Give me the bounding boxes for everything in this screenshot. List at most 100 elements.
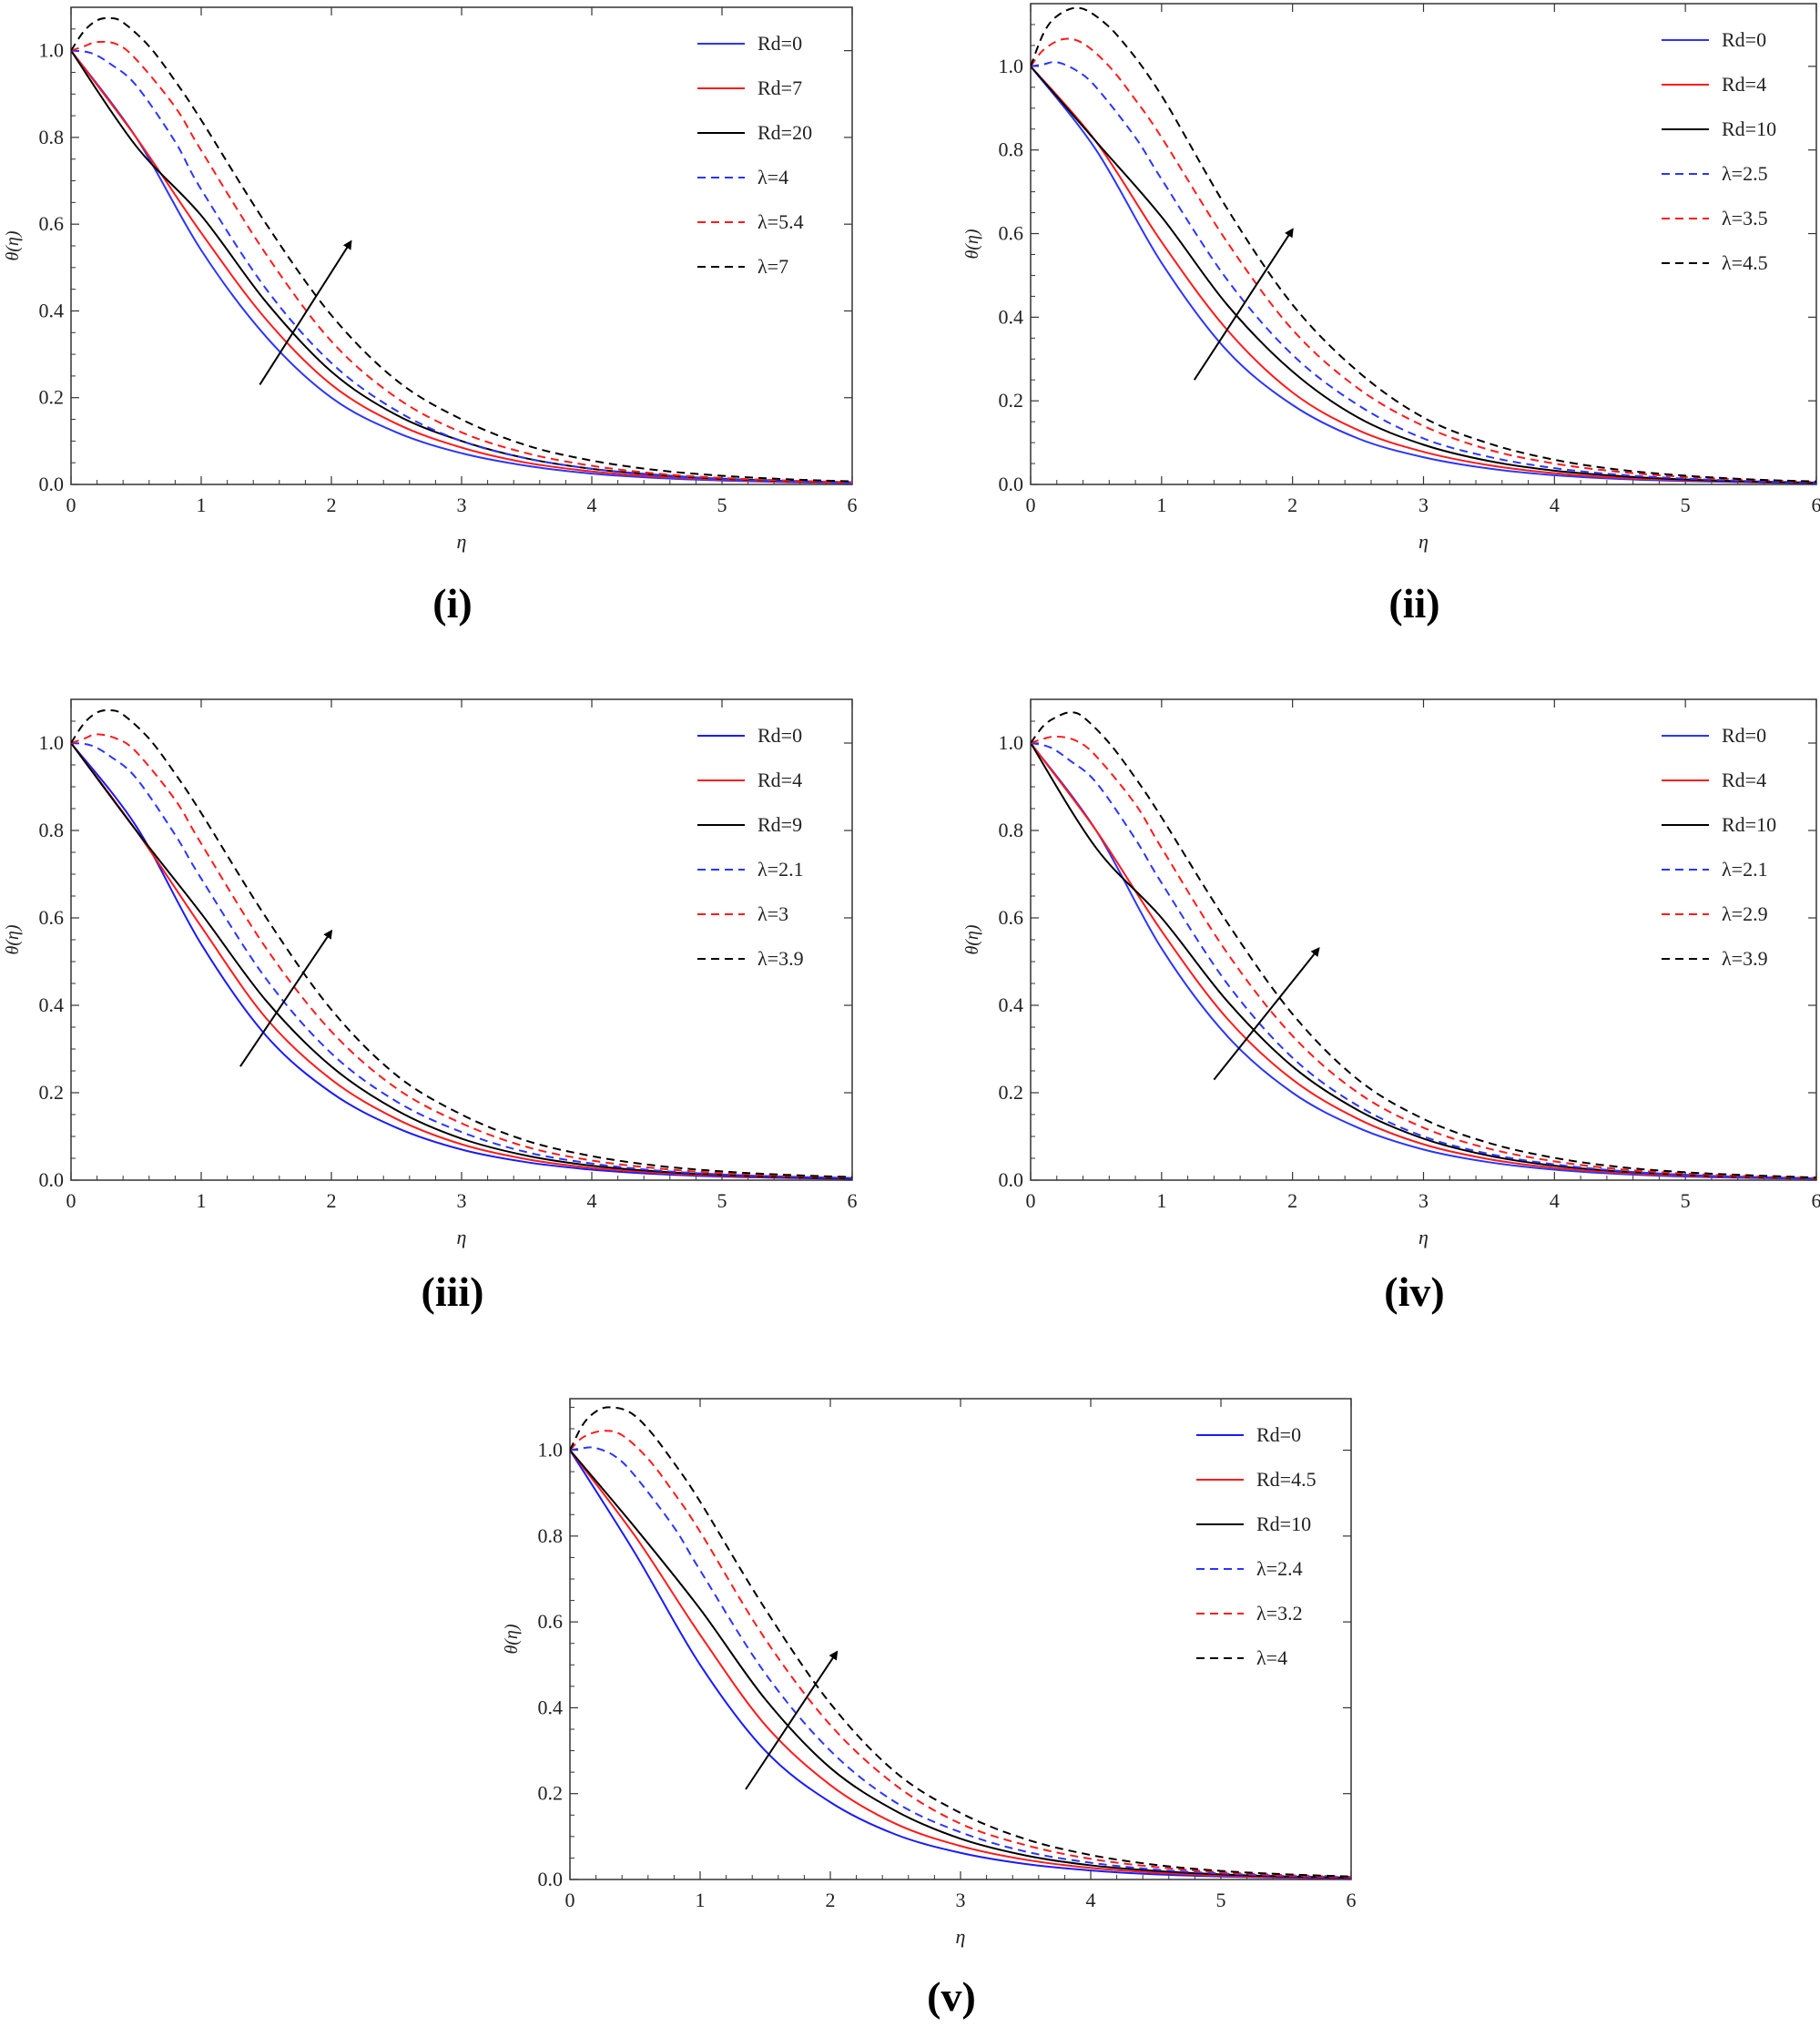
x-tick-label: 3 xyxy=(1418,494,1429,516)
x-tick-label: 3 xyxy=(1418,1189,1429,1212)
legend-label: λ=3.5 xyxy=(1722,207,1768,229)
x-tick-label: 2 xyxy=(826,1889,836,1911)
x-tick-label: 4 xyxy=(587,494,597,516)
x-tick-label: 5 xyxy=(717,494,727,516)
x-tick-label: 2 xyxy=(327,1189,337,1212)
trend-arrow xyxy=(1213,947,1320,1081)
y-tick-label: 0.8 xyxy=(39,126,65,148)
legend-label: Rd=10 xyxy=(1722,813,1776,836)
series-line-2 xyxy=(71,742,852,1180)
x-tick-label: 6 xyxy=(1812,494,1820,516)
series-line-6 xyxy=(1031,6,1816,483)
x-tick-label: 2 xyxy=(327,494,337,516)
legend-label: Rd=20 xyxy=(757,121,812,144)
y-tick-label: 0.8 xyxy=(538,1524,564,1547)
series-line-4 xyxy=(71,742,852,1179)
legend-label: Rd=10 xyxy=(1722,117,1776,140)
legend-label: λ=3.9 xyxy=(757,947,804,970)
legend-label: Rd=0 xyxy=(1722,28,1766,51)
plot-frame xyxy=(70,6,853,485)
y-tick-label: 0.0 xyxy=(39,473,65,495)
x-tick-label: 2 xyxy=(1287,494,1297,516)
series-line-6 xyxy=(570,1406,1351,1878)
y-tick-label: 0.8 xyxy=(999,138,1024,161)
panel-caption: (iii) xyxy=(422,1268,484,1315)
y-tick-label: 0.0 xyxy=(538,1868,564,1890)
legend-label: λ=2.1 xyxy=(757,858,804,881)
y-tick-label: 0.0 xyxy=(999,1168,1024,1191)
legend-label: λ=3.2 xyxy=(1256,1602,1303,1625)
x-tick-label: 4 xyxy=(1550,494,1560,516)
series-line-4 xyxy=(71,49,852,484)
x-tick-label: 0 xyxy=(1026,494,1036,516)
x-tick-label: 0 xyxy=(1026,1189,1036,1212)
legend-label: Rd=9 xyxy=(757,813,802,836)
y-tick-label: 0.4 xyxy=(999,993,1024,1016)
y-tick-label: 0.2 xyxy=(39,386,65,409)
y-axis-label: θ(η) xyxy=(502,1624,522,1654)
trend-arrow xyxy=(745,1650,839,1790)
y-tick-label: 0.4 xyxy=(39,299,65,321)
y-tick-label: 0.2 xyxy=(999,389,1024,412)
legend-label: λ=3 xyxy=(757,902,788,925)
y-tick-label: 0.8 xyxy=(39,819,65,841)
y-tick-label: 0.6 xyxy=(39,906,65,929)
panel-caption: (ii) xyxy=(1388,580,1439,626)
legend-label: λ=2.1 xyxy=(1722,858,1768,881)
y-tick-label: 0.6 xyxy=(999,906,1024,929)
x-tick-label: 1 xyxy=(1156,494,1166,516)
y-tick-label: 0.2 xyxy=(999,1081,1024,1104)
y-tick-label: 1.0 xyxy=(39,39,65,62)
legend-label: λ=2.4 xyxy=(1256,1557,1303,1580)
y-tick-label: 0.8 xyxy=(999,819,1024,841)
x-tick-label: 4 xyxy=(1550,1189,1560,1212)
y-tick-label: 0.0 xyxy=(39,1168,65,1191)
x-tick-label: 3 xyxy=(457,494,467,516)
legend-label: λ=4 xyxy=(1256,1646,1287,1669)
x-tick-label: 4 xyxy=(587,1189,597,1212)
x-tick-label: 6 xyxy=(1812,1189,1820,1212)
x-axis-label: η xyxy=(457,530,467,553)
y-tick-label: 0.4 xyxy=(999,305,1024,328)
x-tick-label: 4 xyxy=(1086,1889,1096,1911)
series-line-1 xyxy=(570,1450,1351,1879)
plot-frame xyxy=(1030,698,1817,1181)
chart-panel-1: 0 1 2 3 4 5 6 0.0 0.2 0.4 0.6 0.8 1.0 η θ(η) Rd=0 Rd=7 Rd… xyxy=(3,6,858,626)
x-tick-label: 1 xyxy=(1156,1189,1166,1212)
trend-arrow xyxy=(1193,228,1294,381)
y-tick-label: 0.6 xyxy=(999,222,1024,245)
legend-label: λ=2.5 xyxy=(1722,162,1768,185)
trend-arrow xyxy=(239,929,333,1067)
series-line-6 xyxy=(71,708,852,1178)
series-line-5 xyxy=(570,1430,1351,1879)
y-axis-label: θ(η) xyxy=(3,230,23,260)
y-tick-label: 0.0 xyxy=(999,473,1024,495)
x-tick-label: 6 xyxy=(848,494,858,516)
x-tick-label: 1 xyxy=(197,1189,207,1212)
legend-label: Rd=0 xyxy=(1722,724,1766,747)
series-line-5 xyxy=(71,733,852,1179)
y-tick-label: 1.0 xyxy=(39,731,65,754)
trend-arrow xyxy=(259,239,352,385)
legend-label: λ=3.9 xyxy=(1722,947,1768,970)
x-axis-label: η xyxy=(1418,1226,1429,1248)
y-tick-label: 0.4 xyxy=(39,993,65,1016)
chart-panel-3: 0 1 2 3 4 5 6 0.0 0.2 0.4 0.6 0.8 1.0 η θ(η) Rd=0 Rd=4 Rd… xyxy=(3,698,858,1315)
x-tick-label: 0 xyxy=(66,1189,76,1212)
x-tick-label: 3 xyxy=(457,1189,467,1212)
legend-label: λ=7 xyxy=(757,255,788,278)
panel-caption: (v) xyxy=(927,1973,976,2020)
chart-panel-2: 0 1 2 3 4 5 6 0.0 0.2 0.4 0.6 0.8 1.0 η θ(η) Rd=0 Rd=4 Rd… xyxy=(962,3,1820,626)
x-tick-label: 5 xyxy=(717,1189,727,1212)
series-line-2 xyxy=(570,1449,1351,1879)
legend-label: Rd=0 xyxy=(757,32,802,55)
y-axis-label: θ(η) xyxy=(962,924,982,954)
legend-label: Rd=10 xyxy=(1256,1513,1311,1535)
x-tick-label: 0 xyxy=(565,1889,575,1911)
series-line-6 xyxy=(1031,711,1816,1179)
x-axis-label: η xyxy=(1418,530,1429,553)
y-axis-label: θ(η) xyxy=(3,924,23,954)
chart-panel-4: 0 1 2 3 4 5 6 0.0 0.2 0.4 0.6 0.8 1.0 η θ(η) Rd=0 Rd=4 Rd… xyxy=(962,698,1820,1315)
x-tick-label: 5 xyxy=(1216,1889,1226,1911)
